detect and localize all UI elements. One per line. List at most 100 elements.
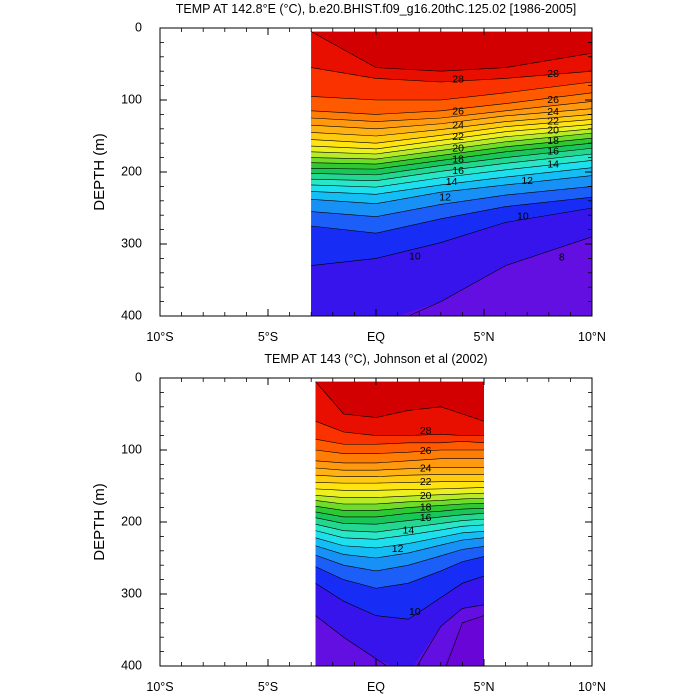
isotherm-line xyxy=(311,128,592,155)
isotherm-line xyxy=(311,67,592,83)
contour-label: 14 xyxy=(446,176,458,188)
y-tick-label: 200 xyxy=(121,164,142,178)
isotherm-line xyxy=(311,101,592,122)
isotherm-layer xyxy=(311,31,592,316)
isotherm-line xyxy=(315,438,485,445)
x-tick-label: 5°N xyxy=(474,330,495,344)
x-tick-label: 5°N xyxy=(474,680,495,694)
isotherm-line xyxy=(311,31,592,72)
temperature-band xyxy=(443,615,484,666)
x-tick-labels: 10°S 5°S EQ 5°N 10°N xyxy=(146,330,606,344)
y-tick-label: 100 xyxy=(121,92,142,106)
y-axis-label: DEPTH (m) xyxy=(91,133,108,211)
temperature-band xyxy=(315,604,484,666)
isotherm-line xyxy=(315,524,485,540)
temperature-band xyxy=(397,236,592,316)
x-tick-label: 10°S xyxy=(146,330,173,344)
x-tick-label: 10°S xyxy=(146,680,173,694)
panel-model: TEMP AT 142.8°E (°C), b.e20.BHIST.f09_g1… xyxy=(91,2,606,344)
contour-label: 16 xyxy=(420,512,432,524)
contour-label: 18 xyxy=(452,154,464,166)
isotherm-line xyxy=(315,481,484,484)
isotherm-line xyxy=(311,114,592,137)
isotherm-line xyxy=(315,497,485,505)
isotherm-line xyxy=(315,502,485,511)
y-axis-label: DEPTH (m) xyxy=(91,483,108,561)
y-tick-label: 100 xyxy=(121,442,142,456)
tick-layer xyxy=(159,377,593,667)
isotherm-line xyxy=(315,474,484,477)
contour-label: 24 xyxy=(452,120,464,132)
contour-label: 20 xyxy=(547,125,559,137)
contour-label: 16 xyxy=(452,165,464,177)
y-tick-label: 400 xyxy=(121,658,142,672)
contour-label: 18 xyxy=(420,501,432,513)
contour-label: 20 xyxy=(452,143,464,155)
y-tick-label: 300 xyxy=(121,236,142,250)
y-tick-label: 400 xyxy=(121,308,142,322)
contour-label: 10 xyxy=(409,606,421,618)
contour-label: 22 xyxy=(420,476,432,488)
y-tick-labels: 0 100 200 300 400 xyxy=(121,20,142,322)
contour-label: 28 xyxy=(452,74,464,86)
isotherm-line xyxy=(311,207,592,266)
isotherm-line xyxy=(315,537,485,559)
contour-label: 12 xyxy=(392,543,404,555)
y-tick-label: 300 xyxy=(121,586,142,600)
contour-label-layer: 28 28262624242222202018181616141412121010… xyxy=(409,68,565,264)
isotherm-line xyxy=(311,142,592,170)
isotherm-line xyxy=(315,508,485,518)
panel-title: TEMP AT 143 (°C), Johnson et al (2002) xyxy=(264,352,487,366)
y-tick-label: 200 xyxy=(121,514,142,528)
x-tick-label: EQ xyxy=(367,330,385,344)
isotherm-line xyxy=(315,604,485,666)
contour-label: 10 xyxy=(517,210,529,222)
panel-observations: TEMP AT 143 (°C), Johnson et al (2002) D… xyxy=(91,352,606,694)
isotherm-line xyxy=(315,487,485,491)
isotherm-line xyxy=(315,518,485,533)
isotherm-line xyxy=(315,531,485,549)
contour-label: 18 xyxy=(547,135,559,147)
contour-label: 20 xyxy=(420,490,432,502)
isotherm-line xyxy=(311,137,592,165)
contour-label: 22 xyxy=(452,131,464,143)
isotherm-line xyxy=(311,92,592,115)
contour-label: 28 xyxy=(420,425,432,437)
contour-label: 16 xyxy=(547,146,559,158)
x-tick-label: 5°S xyxy=(258,330,278,344)
contour-label: 26 xyxy=(420,445,432,457)
panel-title: TEMP AT 142.8°E (°C), b.e20.BHIST.f09_g1… xyxy=(176,2,577,16)
contour-label: 26 xyxy=(547,94,559,106)
contour-label: 24 xyxy=(420,463,432,475)
isotherm-line xyxy=(315,556,485,589)
isotherm-line xyxy=(311,153,592,181)
y-tick-label: 0 xyxy=(135,370,142,384)
isotherm-line xyxy=(315,420,484,436)
isotherm-line xyxy=(311,160,592,188)
isotherm-layer xyxy=(315,381,485,666)
isotherm-line xyxy=(311,124,592,150)
contour-label: 12 xyxy=(439,192,451,204)
contour-label: 10 xyxy=(409,251,421,263)
y-tick-label: 0 xyxy=(135,20,142,34)
contour-fill-layer xyxy=(315,381,484,666)
y-tick-labels: 0 100 200 300 400 xyxy=(121,370,142,672)
isotherm-line xyxy=(311,119,592,144)
isotherm-line xyxy=(445,615,485,666)
isotherm-line xyxy=(311,175,592,204)
x-tick-label: 10°N xyxy=(578,680,606,694)
isotherm-line xyxy=(311,81,592,101)
isotherm-line xyxy=(315,513,485,525)
x-tick-label: 5°S xyxy=(258,680,278,694)
x-tick-label: EQ xyxy=(367,680,385,694)
isotherm-line xyxy=(315,458,484,464)
isotherm-line xyxy=(311,108,592,130)
contour-label: 12 xyxy=(521,175,533,187)
isotherm-line xyxy=(315,546,485,572)
contour-label: 14 xyxy=(403,524,415,536)
isotherm-line xyxy=(407,236,592,316)
isotherm-line xyxy=(315,492,485,498)
tick-layer xyxy=(159,27,593,317)
isotherm-line xyxy=(311,132,592,160)
